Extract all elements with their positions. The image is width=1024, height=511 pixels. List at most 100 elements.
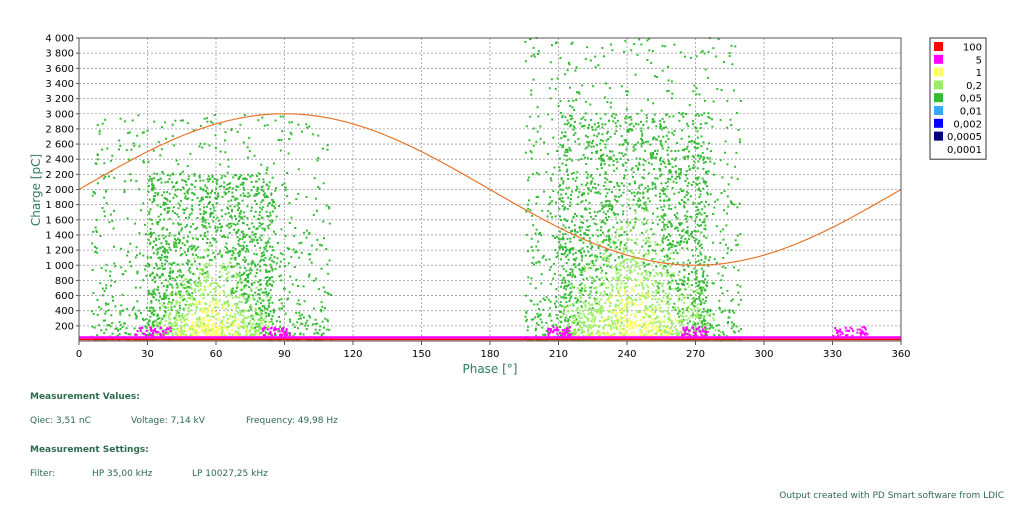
pd-pulse-cell: [569, 274, 572, 276]
pd-pulse-cell: [574, 316, 577, 318]
pd-pulse-cell: [271, 269, 274, 272]
pd-pulse-cell: [700, 145, 703, 148]
pd-pulse-cell: [215, 230, 218, 233]
pd-pulse-cell: [261, 222, 264, 225]
pd-pulse-cell: [594, 254, 597, 257]
pd-pulse-cell: [234, 258, 237, 261]
pd-pulse-cell: [213, 323, 216, 326]
pd-pulse-cell: [182, 119, 184, 122]
pd-pulse-cell: [142, 131, 145, 134]
pd-pulse-cell: [726, 163, 729, 166]
pd-pulse-cell: [270, 320, 273, 323]
pd-pulse-cell: [623, 288, 626, 291]
pd-pulse-cell: [656, 153, 659, 155]
pd-pulse-cell: [158, 292, 161, 295]
pd-pulse-cell: [280, 138, 283, 141]
pd-pulse-cell: [227, 329, 230, 332]
pd-pulse-cell: [268, 279, 271, 282]
pd-pulse-cell: [614, 314, 617, 317]
pd-pulse-cell: [695, 282, 698, 285]
pd-pulse-cell: [706, 308, 709, 311]
pd-pulse-cell: [579, 269, 582, 272]
pd-pulse-cell: [643, 207, 646, 210]
pd-pulse-cell: [271, 210, 274, 213]
pd-pulse-cell: [697, 202, 700, 205]
pd-pulse-cell: [271, 219, 274, 222]
pd-pulse-cell: [222, 326, 225, 329]
pd-pulse-cell: [530, 246, 533, 248]
pd-pulse-cell: [584, 118, 587, 121]
pd-pulse-cell: [212, 315, 215, 318]
pd-pulse-cell: [205, 262, 208, 265]
pd-pulse-cell: [712, 241, 714, 244]
pd-pulse-cell: [597, 303, 600, 306]
pd-pulse-cell: [194, 282, 196, 285]
pd-pulse-cell: [232, 252, 235, 255]
pd-pulse-cell: [199, 288, 202, 291]
pd-pulse-cell: [271, 301, 274, 304]
pd-pulse-cell: [680, 237, 683, 240]
pd-pulse-cell: [154, 292, 157, 295]
pd-pulse-cell: [580, 183, 583, 186]
pd-pulse-cell: [697, 307, 699, 310]
pd-pulse-cell: [184, 251, 187, 254]
pd-pulse-cell: [608, 228, 611, 231]
pd-pulse-cell: [695, 329, 698, 332]
pd-pulse-cell: [316, 331, 319, 334]
pd-pulse-cell: [690, 288, 693, 291]
pd-pulse-cell: [638, 38, 641, 41]
pd-pulse-cell: [255, 253, 258, 256]
pd-pulse-cell: [715, 261, 718, 264]
pd-pulse-cell: [217, 326, 220, 329]
pd-pulse-cell: [606, 130, 609, 133]
pd-pulse-cell: [671, 175, 673, 178]
pd-pulse-cell: [562, 268, 565, 271]
pd-pulse-cell: [119, 311, 122, 314]
pd-pulse-cell: [697, 188, 700, 191]
pd-pulse-cell: [721, 331, 724, 334]
pd-pulse-cell: [609, 265, 612, 268]
pd-pulse-cell: [600, 276, 603, 279]
pd-pulse-cell: [253, 298, 256, 301]
pd-pulse-cell: [258, 173, 261, 176]
pd-pulse-cell: [721, 265, 724, 268]
pd-pulse-cell: [189, 271, 192, 274]
pd-pulse-cell: [168, 262, 171, 265]
pd-pulse-cell: [219, 292, 222, 295]
pd-pulse-cell: [562, 135, 565, 138]
pd-pulse-cell: [629, 271, 632, 274]
pd-pulse-cell: [695, 238, 698, 241]
pd-pulse-cell: [251, 259, 254, 262]
pd-pulse-cell: [216, 182, 218, 185]
pd-pulse-cell: [668, 286, 671, 289]
pd-pulse-cell: [677, 229, 679, 232]
pd-pulse-cell: [153, 288, 156, 291]
pd-pulse-cell: [240, 288, 243, 291]
pd-pulse-cell: [667, 332, 670, 335]
pd-pulse-cell: [234, 199, 237, 202]
pd-pulse-cell: [590, 260, 592, 263]
pd-pulse-cell: [699, 286, 702, 289]
pd-pulse-cell: [636, 141, 639, 144]
pd-pulse-cell: [248, 194, 251, 197]
pd-pulse-cell: [172, 299, 175, 301]
pd-pulse-cell: [100, 267, 103, 270]
pd-pulse-cell: [579, 324, 582, 327]
pd-pulse-cell: [188, 245, 191, 248]
pd-pulse-cell: [217, 306, 220, 309]
pd-pulse-cell: [131, 308, 134, 311]
pd-pulse-cell: [533, 55, 536, 58]
pd-pulse-cell: [177, 270, 180, 273]
pd-pulse-cell: [573, 328, 576, 331]
pd-pulse-cell: [190, 225, 192, 228]
pd-pulse-cell: [222, 284, 225, 287]
pd-pulse-cell: [690, 183, 693, 186]
pd-pulse-cell: [274, 233, 277, 236]
pd-pulse-cell: [196, 196, 199, 199]
pd-pulse-cell: [641, 325, 643, 328]
pd-pulse-cell: [663, 200, 666, 202]
pd-pulse-cell: [557, 326, 560, 329]
pd-pulse-cell: [150, 234, 153, 237]
pd-pulse-cell: [652, 284, 655, 287]
pd-pulse-cell: [601, 256, 604, 259]
